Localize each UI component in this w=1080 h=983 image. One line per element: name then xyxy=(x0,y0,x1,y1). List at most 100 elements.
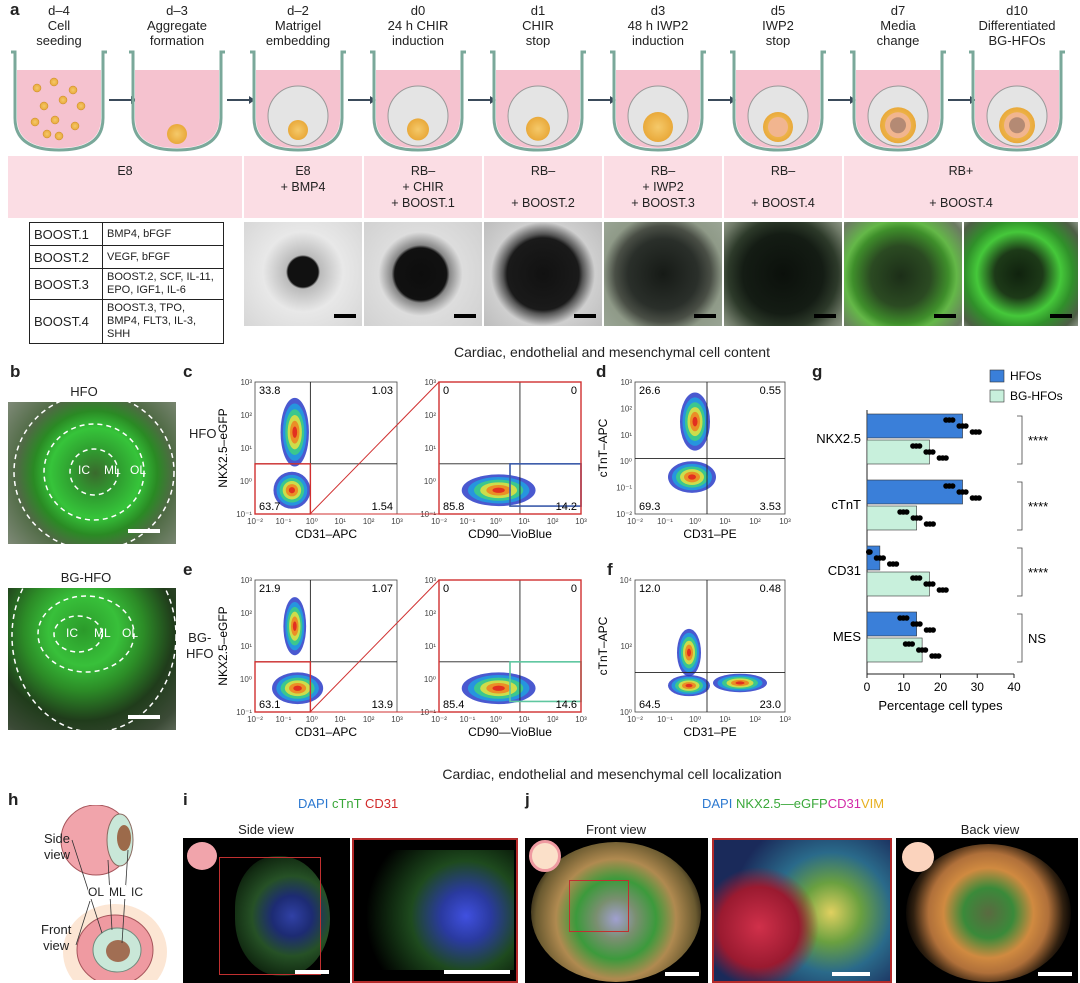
cell xyxy=(42,129,52,139)
data-point xyxy=(935,653,942,659)
bar xyxy=(866,505,917,531)
quadrant-value: 85.8 xyxy=(443,501,464,513)
x-tick-label: 10¹ xyxy=(719,517,731,526)
data-point xyxy=(922,647,929,653)
table-cell: BOOST.1 xyxy=(29,222,103,246)
back-tissue xyxy=(906,844,1071,982)
quadrant-value: 33.8 xyxy=(259,385,280,397)
data-point xyxy=(917,515,923,521)
micrograph-d-2 xyxy=(244,222,362,326)
medium-e8 xyxy=(8,156,242,218)
orientation-icon xyxy=(529,840,561,872)
scale-bar xyxy=(1050,314,1072,318)
medium-e8-bmp4 xyxy=(244,156,362,218)
density-blob xyxy=(685,683,693,688)
y-tick-label: 10¹ xyxy=(424,444,436,453)
table-row: BOOST.4 BOOST.3, TPO, BMP4, FLT3, IL-3, S… xyxy=(29,299,224,344)
side-view-image xyxy=(183,838,350,983)
bar xyxy=(866,611,917,637)
x-tick-label: 10⁻¹ xyxy=(460,517,476,526)
stain-ctnt: cTnT xyxy=(331,796,362,811)
x-tick-label: 30 xyxy=(971,680,985,694)
scale-bar xyxy=(454,314,476,318)
y-axis-label: NKX2.5–eGFP xyxy=(216,606,230,685)
density-blob xyxy=(292,621,297,632)
x-tick-label: 20 xyxy=(934,680,948,694)
scale-bar xyxy=(832,972,870,976)
table-row: BOOST.3 BOOST.2, SCF, IL-11, EPO, IGF1, I… xyxy=(29,268,224,300)
well-wall xyxy=(490,50,586,152)
x-tick-label: 10⁰ xyxy=(689,715,701,724)
stage-label: d–4 Cell seeding xyxy=(36,3,82,48)
data-point xyxy=(963,489,969,495)
data-point xyxy=(949,417,956,423)
micrograph-d7 xyxy=(844,222,962,326)
scale-bar xyxy=(574,314,596,318)
quadrant-value: 23.0 xyxy=(760,699,781,711)
quadrant-value: 0 xyxy=(571,583,577,595)
data-point xyxy=(867,549,873,555)
y-tick-label: 10³ xyxy=(424,576,436,585)
data-point xyxy=(976,429,982,435)
bghfo-image: IC ML OL xyxy=(8,588,176,730)
x-tick-label: 10⁻¹ xyxy=(276,715,292,724)
x-tick-label: 10² xyxy=(547,517,559,526)
region-label-ic: IC xyxy=(78,463,90,477)
density-blob xyxy=(735,681,745,685)
matrigel xyxy=(267,85,329,147)
data-point xyxy=(909,641,916,647)
quadrant-value: 1.07 xyxy=(372,583,393,595)
region-label-ol: OL xyxy=(130,463,147,477)
orientation-icon xyxy=(902,842,934,872)
x-tick-label: 10¹ xyxy=(518,715,530,724)
front-tissue xyxy=(531,842,701,982)
medium-text: RB– + BOOST.2 xyxy=(511,164,575,210)
well xyxy=(250,50,346,152)
stain-dapi: DAPI xyxy=(702,796,733,811)
layer-label-ic: IC xyxy=(131,885,143,899)
y-tick-label: 10³ xyxy=(240,378,252,387)
orientation-diagram xyxy=(60,805,167,980)
quadrant-value: 85.4 xyxy=(443,699,464,711)
data-point xyxy=(929,449,936,455)
y-tick-label: 10⁻¹ xyxy=(616,484,632,493)
category-label: MES xyxy=(833,629,862,644)
cell xyxy=(49,77,59,87)
data-point xyxy=(930,627,936,633)
panel-label-i: i xyxy=(183,790,188,809)
panel-label-c: c xyxy=(183,362,193,381)
stain-cd31: CD31 xyxy=(827,796,861,811)
y-tick-label: 10² xyxy=(240,411,252,420)
back-view-title: Back view xyxy=(960,822,1020,837)
category-label: NKX2.5 xyxy=(816,431,861,446)
bar xyxy=(866,439,930,465)
gate-box xyxy=(254,661,312,713)
matrigel xyxy=(387,85,449,147)
x-tick-label: 10⁰ xyxy=(490,715,502,724)
zoom-line xyxy=(309,579,440,713)
organoid xyxy=(288,120,308,140)
x-tick-label: 0 xyxy=(864,680,871,694)
y-tick-label: 10⁻² xyxy=(616,510,632,519)
x-axis-label: CD31–APC xyxy=(295,725,357,739)
stage-label: d–3 Aggregate formation xyxy=(147,3,207,48)
zoom-line xyxy=(309,381,440,515)
y-tick-label: 10⁻¹ xyxy=(236,708,252,717)
orientation-icon xyxy=(187,842,217,870)
x-tick-label: 10³ xyxy=(779,517,791,526)
organoid-layer xyxy=(768,117,788,137)
quadrant-value: 1.03 xyxy=(372,385,393,397)
data-point xyxy=(943,455,949,461)
well-wall xyxy=(129,50,225,152)
x-tick-label: 10¹ xyxy=(334,715,346,724)
cell xyxy=(50,115,60,125)
stain-legend-j: DAPI NKX2.5—eGFPCD31VIM xyxy=(702,796,884,811)
quadrant-value: 13.9 xyxy=(372,699,393,711)
x-tick-label: 10⁻² xyxy=(627,715,643,724)
zoom-tissue xyxy=(714,840,890,981)
data-point xyxy=(976,495,982,501)
layer-label-ol: OL xyxy=(88,885,105,899)
scale-bar xyxy=(444,970,510,974)
x-tick-label: 10⁰ xyxy=(490,517,502,526)
density-blob xyxy=(687,648,691,657)
